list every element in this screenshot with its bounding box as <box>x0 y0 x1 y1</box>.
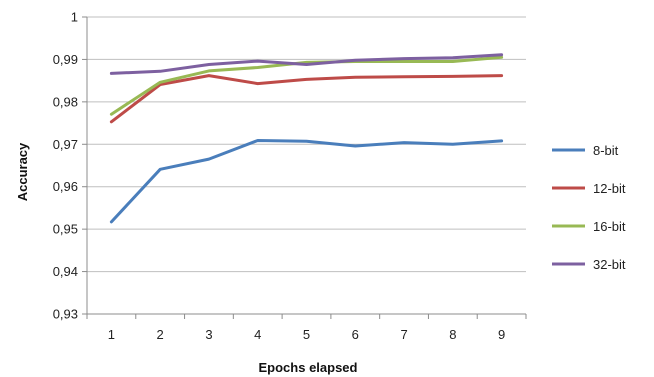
plot-series <box>109 53 504 224</box>
x-axis-title: Epochs elapsed <box>259 360 358 375</box>
x-tick-label: 3 <box>205 327 212 342</box>
legend-item: 16-bit <box>552 219 626 234</box>
y-tick-label: 0,94 <box>53 264 78 279</box>
y-axis-title: Accuracy <box>15 142 30 201</box>
x-tick-label: 8 <box>449 327 456 342</box>
y-tick-label: 0,98 <box>53 94 78 109</box>
x-tick-label: 4 <box>254 327 261 342</box>
series-line-8-bit <box>109 139 504 224</box>
series-line-16-bit <box>109 55 504 116</box>
legend-item: 12-bit <box>552 181 626 196</box>
legend: 8-bit 12-bit 16-bit 32-bit <box>552 143 626 272</box>
x-tick-label: 9 <box>498 327 505 342</box>
x-tick-label: 7 <box>400 327 407 342</box>
legend-item: 8-bit <box>552 143 619 158</box>
series-line-32-bit <box>109 53 504 75</box>
legend-label: 8-bit <box>593 143 619 158</box>
gridlines <box>87 16 526 273</box>
x-tick-label: 1 <box>108 327 115 342</box>
series-line-12-bit <box>109 74 504 124</box>
y-tick-label: 0,99 <box>53 52 78 67</box>
y-tick-label: 0,93 <box>53 307 78 322</box>
legend-label: 32-bit <box>593 257 626 272</box>
y-tick-label: 1 <box>71 10 78 25</box>
x-tick-label: 2 <box>157 327 164 342</box>
legend-item: 32-bit <box>552 257 626 272</box>
x-tick-label: 5 <box>303 327 310 342</box>
axes: 0,93 0,94 0,95 0,96 0,97 0,98 0,99 1 1 2 3 4 5 6 7 8 9 <box>53 10 527 342</box>
legend-label: 16-bit <box>593 219 626 234</box>
legend-label: 12-bit <box>593 181 626 196</box>
y-tick-label: 0,97 <box>53 137 78 152</box>
y-tick-label: 0,96 <box>53 179 78 194</box>
x-tick-label: 6 <box>352 327 359 342</box>
y-tick-label: 0,95 <box>53 222 78 237</box>
